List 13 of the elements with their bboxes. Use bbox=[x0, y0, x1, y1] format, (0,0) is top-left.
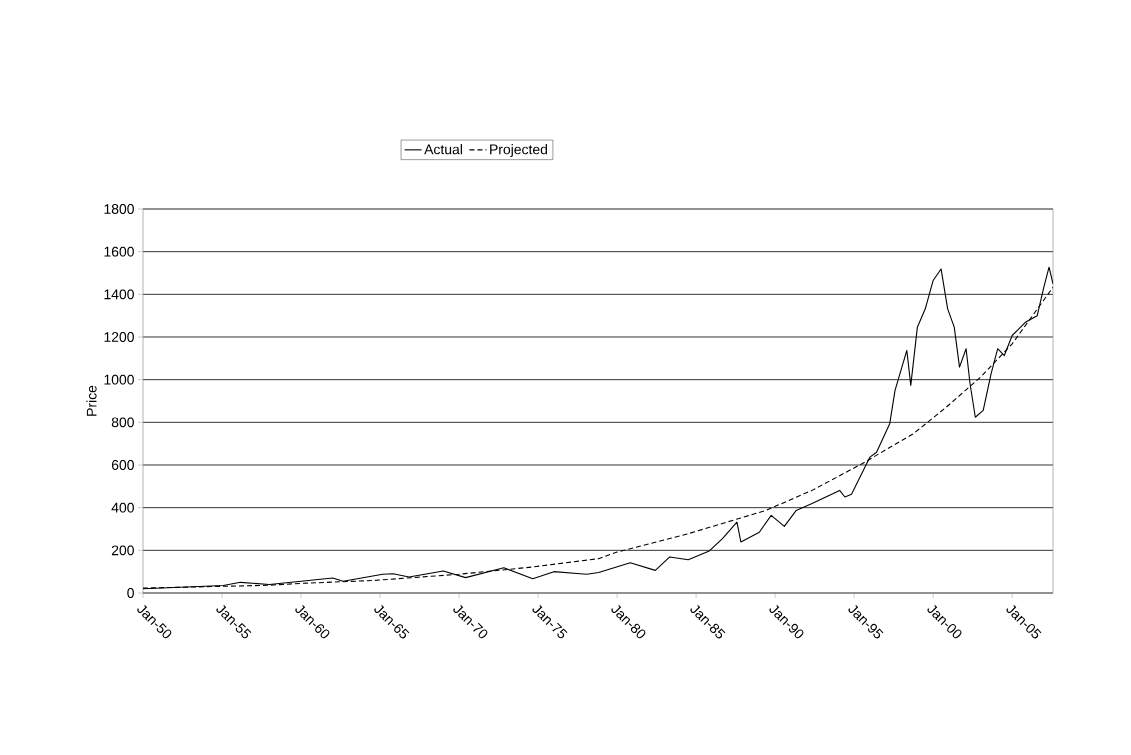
y-tick-label: 1400 bbox=[104, 289, 134, 300]
y-tick-label: 800 bbox=[111, 417, 134, 428]
y-tick-label: 0 bbox=[127, 588, 134, 598]
y-tick-label: 1000 bbox=[104, 374, 134, 385]
legend-label: Projected bbox=[490, 144, 548, 158]
legend-label: Actual bbox=[424, 144, 462, 155]
y-tick-label: 400 bbox=[111, 502, 134, 513]
y-tick-label: 200 bbox=[111, 545, 134, 556]
y-axis-title: Price bbox=[86, 385, 97, 416]
y-tick-label: 1200 bbox=[104, 332, 134, 342]
y-tick-label: 1600 bbox=[104, 246, 134, 257]
y-tick-label: 1800 bbox=[104, 204, 134, 214]
y-tick-label: 600 bbox=[111, 460, 134, 470]
